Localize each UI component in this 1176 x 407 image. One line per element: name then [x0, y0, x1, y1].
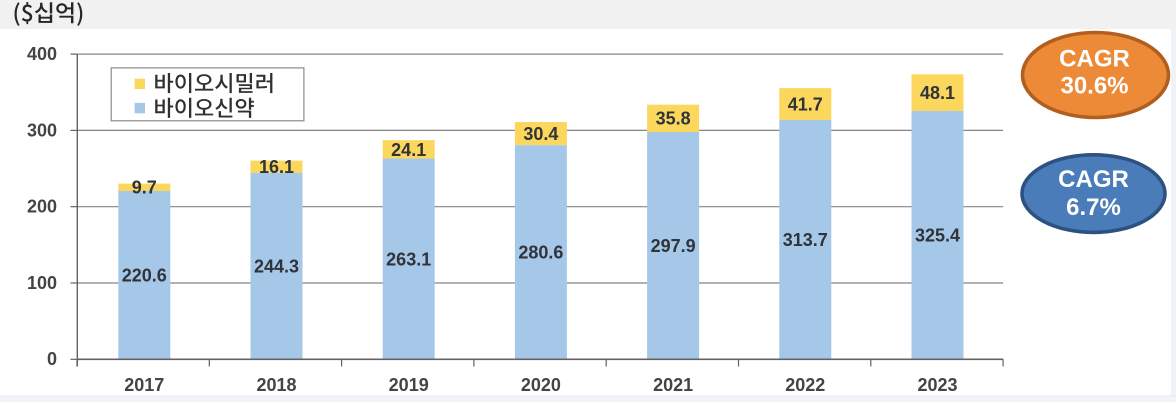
svg-text:CAGR: CAGR — [1058, 166, 1129, 193]
svg-text:0: 0 — [47, 349, 57, 369]
svg-text:48.1: 48.1 — [920, 83, 955, 103]
svg-text:280.6: 280.6 — [518, 243, 563, 263]
svg-text:300: 300 — [27, 120, 57, 140]
svg-text:16.1: 16.1 — [259, 157, 294, 177]
svg-text:6.7%: 6.7% — [1066, 194, 1121, 221]
svg-text:313.7: 313.7 — [783, 230, 828, 250]
svg-text:244.3: 244.3 — [254, 257, 299, 277]
svg-text:2022: 2022 — [785, 375, 825, 395]
svg-text:200: 200 — [27, 197, 57, 217]
svg-text:30.6%: 30.6% — [1060, 73, 1128, 100]
svg-text:2019: 2019 — [389, 375, 429, 395]
svg-text:263.1: 263.1 — [386, 249, 431, 269]
svg-text:2018: 2018 — [256, 375, 296, 395]
svg-text:41.7: 41.7 — [788, 94, 823, 114]
svg-text:297.9: 297.9 — [651, 236, 696, 256]
svg-text:2017: 2017 — [124, 375, 164, 395]
svg-text:CAGR: CAGR — [1059, 46, 1130, 73]
svg-text:24.1: 24.1 — [391, 140, 426, 160]
svg-text:35.8: 35.8 — [656, 109, 691, 129]
svg-text:220.6: 220.6 — [122, 266, 167, 286]
svg-text:400: 400 — [27, 44, 57, 64]
svg-text:2021: 2021 — [653, 375, 693, 395]
svg-text:9.7: 9.7 — [132, 178, 157, 198]
svg-text:325.4: 325.4 — [915, 226, 960, 246]
svg-text:2023: 2023 — [917, 375, 957, 395]
svg-text:2020: 2020 — [521, 375, 561, 395]
svg-text:30.4: 30.4 — [523, 124, 558, 144]
svg-text:100: 100 — [27, 273, 57, 293]
